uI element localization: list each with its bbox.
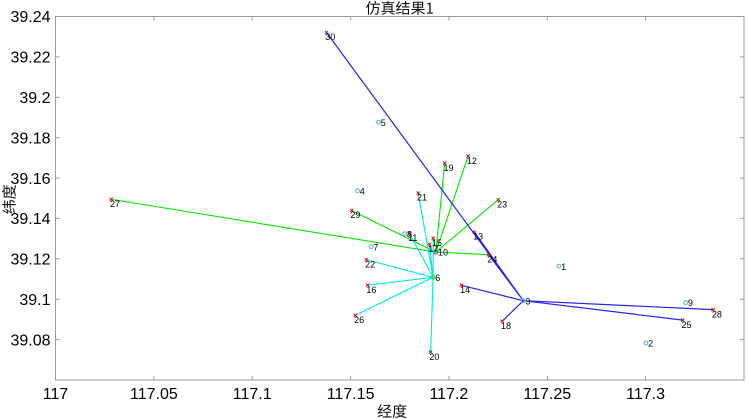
svg-text:117.3: 117.3 [626, 386, 665, 403]
svg-text:23: 23 [497, 199, 507, 209]
svg-text:21: 21 [417, 193, 427, 203]
svg-text:19: 19 [444, 163, 454, 173]
svg-text:16: 16 [366, 285, 376, 295]
svg-text:22: 22 [365, 259, 375, 269]
svg-text:26: 26 [354, 315, 364, 325]
svg-text:39.2: 39.2 [19, 90, 50, 107]
svg-text:39.24: 39.24 [10, 9, 50, 26]
svg-text:117.05: 117.05 [130, 386, 178, 403]
svg-text:117.2: 117.2 [429, 386, 468, 403]
svg-text:39.16: 39.16 [10, 171, 50, 188]
svg-text:39.18: 39.18 [10, 130, 50, 147]
svg-text:24: 24 [487, 254, 497, 264]
svg-text:117.1: 117.1 [233, 386, 272, 403]
svg-text:12: 12 [467, 156, 477, 166]
svg-text:39.08: 39.08 [10, 332, 50, 349]
svg-text:18: 18 [501, 321, 511, 331]
svg-text:30: 30 [325, 32, 335, 42]
svg-text:39.14: 39.14 [10, 211, 50, 228]
svg-text:28: 28 [712, 309, 722, 319]
svg-text:6: 6 [435, 273, 440, 283]
svg-text:17: 17 [428, 244, 438, 254]
svg-text:11: 11 [408, 233, 417, 243]
svg-text:4: 4 [360, 186, 365, 196]
svg-text:39.12: 39.12 [10, 252, 50, 269]
svg-text:5: 5 [381, 118, 386, 128]
svg-text:39.22: 39.22 [10, 50, 50, 67]
svg-text:13: 13 [473, 232, 483, 242]
svg-text:1: 1 [561, 262, 566, 272]
svg-text:25: 25 [682, 320, 692, 330]
svg-text:117: 117 [43, 386, 69, 403]
svg-text:29: 29 [350, 210, 360, 220]
svg-text:27: 27 [110, 199, 120, 209]
svg-text:7: 7 [373, 242, 378, 252]
svg-text:14: 14 [460, 285, 470, 295]
svg-text:2: 2 [648, 339, 653, 349]
svg-text:3: 3 [526, 296, 531, 306]
svg-text:15: 15 [432, 238, 442, 248]
svg-text:9: 9 [688, 298, 693, 308]
svg-text:117.15: 117.15 [327, 386, 375, 403]
svg-text:8: 8 [407, 229, 412, 239]
svg-text:20: 20 [429, 352, 439, 362]
svg-text:39.1: 39.1 [19, 292, 50, 309]
svg-text:117.25: 117.25 [523, 386, 571, 403]
svg-text:10: 10 [438, 248, 448, 258]
